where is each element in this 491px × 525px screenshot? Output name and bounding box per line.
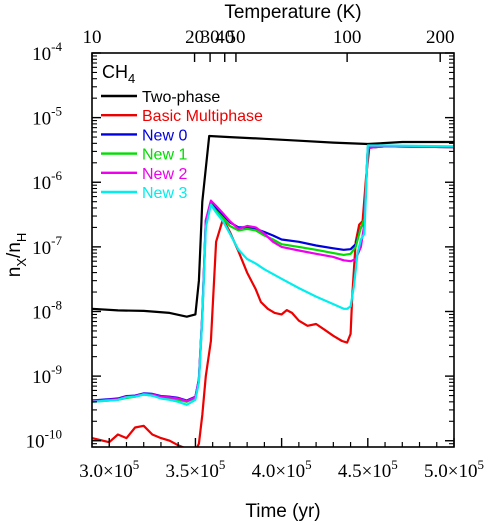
legend-label: New 1 — [142, 147, 187, 164]
top-tick-label: 100 — [333, 27, 362, 48]
legend: CH4 Two-phase Basic Multiphase New 0 New 1 Ne… — [101, 62, 263, 202]
legend-label: New 3 — [142, 185, 187, 202]
tick-labels: 3.0×105 3.5×105 4.0×105 4.5×105 5.0×105 10-4 1… — [4, 2, 484, 522]
series-group — [92, 134, 454, 447]
series-line-two-phase — [92, 134, 454, 318]
legend-label: Two-phase — [142, 89, 220, 106]
y-tick-label: 10-5 — [32, 104, 62, 130]
species-label: CH4 — [102, 62, 135, 86]
x-tick-label: 5.0×105 — [424, 457, 484, 482]
y-axis-title: nX/nH — [4, 233, 29, 278]
x-tick-label: 4.5×105 — [338, 457, 398, 482]
top-tick-label: 40 — [215, 27, 234, 48]
top-axis-title: Temperature (K) — [224, 2, 361, 23]
y-tick-label: 10-8 — [32, 297, 62, 323]
legend-label: New 2 — [142, 166, 187, 183]
top-tick-label: 20 — [185, 27, 204, 48]
y-tick-label: 10-10 — [26, 427, 62, 453]
y-tick-label: 10-7 — [32, 233, 62, 259]
plot-area — [92, 53, 454, 447]
legend-label: Basic Multiphase — [142, 108, 263, 125]
top-tick-label: 200 — [426, 27, 455, 48]
y-tick-label: 10-9 — [32, 362, 62, 388]
series-line-new-3 — [92, 144, 454, 406]
top-tick-label: 30 — [201, 27, 220, 48]
y-tick-label: 10-6 — [32, 168, 62, 194]
x-tick-label: 3.5×105 — [165, 457, 225, 482]
x-tick-label: 3.0×105 — [79, 457, 139, 482]
legend-label: New 0 — [142, 127, 187, 144]
plot-background — [92, 53, 454, 447]
y-tick-label: 10-4 — [32, 39, 62, 65]
axes — [91, 52, 455, 448]
x-tick-label: 4.0×105 — [252, 457, 312, 482]
x-axis-title: Time (yr) — [245, 501, 320, 522]
top-tick-label: 10 — [83, 27, 102, 48]
top-tick-label: 50 — [226, 27, 245, 48]
